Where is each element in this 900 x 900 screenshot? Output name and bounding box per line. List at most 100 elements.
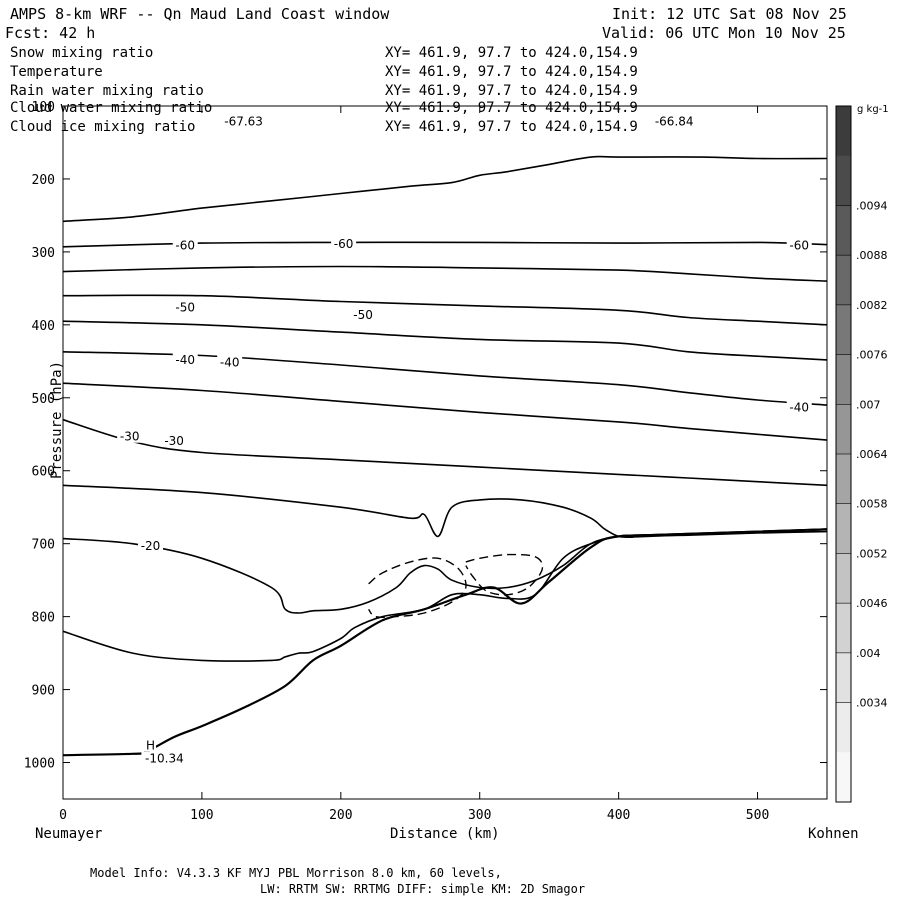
field-xy-rain: XY= 461.9, 97.7 to 424.0,154.9 [385,83,638,99]
isotherm-line [62,294,828,326]
cloud-ice-contour [368,557,467,618]
contour-label: H [146,738,155,752]
terrain-line [62,530,828,757]
colorbar-swatch [836,205,851,256]
colorbar-tick-label: .0064 [856,448,888,461]
colorbar-tick-label: .0088 [856,249,888,262]
isotherm-line [62,265,828,282]
colorbar-tick-label: .0046 [856,597,888,610]
colorbar-swatch [836,652,851,704]
x-endpoint-right: Kohnen [808,826,859,842]
colorbar-swatch [836,603,851,654]
isotherm-line [62,351,828,406]
model-info-line2: LW: RRTM SW: RRTMG DIFF: simple KM: 2D S… [260,882,585,896]
colorbar-tick-label: .004 [856,647,881,660]
valid-time: Valid: 06 UTC Mon 10 Nov 25 [602,24,846,42]
colorbar-swatch [836,255,851,306]
isotherm-line [62,484,828,539]
contour-label-background [786,238,812,252]
plot-frame [62,105,828,800]
colorbar-tick-label: .0076 [856,349,888,362]
field-xy-cloud-water: XY= 461.9, 97.7 to 424.0,154.9 [385,100,638,116]
field-name-temperature: Temperature [10,64,103,80]
contour-label: -20 [141,539,161,553]
field-name-cloud-ice: Cloud ice mixing ratio [10,119,195,135]
contour-label-background [220,114,267,128]
x-tick-label: 300 [468,808,491,823]
contour-label: -30 [164,434,184,448]
cloud-ice-contour [465,553,544,596]
plot-area: -67.63 -66.84 -60 -60 -60 -50 -50 -40 -40 -40 -30 -… [62,114,828,765]
isotherm-line [62,418,828,487]
contour-label-background [172,238,198,252]
x-tick-label: 0 [59,808,67,823]
y-tick-label: 200 [32,173,55,188]
colorbar-swatch [836,503,851,554]
contour-label-background [651,114,698,128]
contour-label-background [172,300,198,314]
y-tick-label: 900 [32,684,55,699]
colorbar-swatch [836,354,851,405]
contour-label: -60 [334,237,354,251]
init-time: Init: 12 UTC Sat 08 Nov 25 [612,5,847,23]
colorbar-tick-label: .0052 [856,547,888,560]
isotherm-line [62,320,828,361]
colorbar-swatch [836,752,851,803]
contour-label-background [172,353,198,367]
y-tick-label: 800 [32,611,55,626]
contour-label: -60 [789,239,809,253]
y-axis-label: Pressure (hPa) [49,361,65,479]
contour-label: -50 [175,301,195,315]
contour-label-background [161,434,187,448]
contour-label: -66.84 [655,115,694,129]
colorbar-swatch [836,553,851,604]
isotherm-line [62,241,828,248]
contour-label: -40 [175,353,195,367]
colorbar-swatch [836,155,851,206]
x-tick-label: 400 [607,808,630,823]
contour-label: -40 [789,401,809,415]
colorbar-swatch [836,106,851,157]
contour-label: -50 [353,308,373,322]
colorbar-tick-label: .007 [856,398,881,411]
contour-label: -10.34 [145,751,184,765]
field-legend: Snow mixing ratio XY= 461.9, 97.7 to 424… [10,45,638,135]
y-tick-label: 100 [32,100,55,115]
contour-label: -60 [175,239,195,253]
x-tick-label: 100 [190,808,213,823]
field-name-rain: Rain water mixing ratio [10,83,204,99]
contour-label: -67.63 [224,115,263,129]
field-xy-cloud-ice: XY= 461.9, 97.7 to 424.0,154.9 [385,119,638,135]
colorbar: .0094 .0088 .0082 .0076 .007 .0064 .0058 .0052.… [835,105,888,803]
isotherm-line [62,382,828,441]
colorbar-swatch [836,454,851,505]
figure-title: AMPS 8-km WRF -- Qn Maud Land Coast wind… [10,5,390,23]
y-tick-label: 300 [32,246,55,261]
colorbar-tick-label: .0082 [856,299,888,312]
x-endpoint-left: Neumayer [35,826,102,842]
field-xy-snow: XY= 461.9, 97.7 to 424.0,154.9 [385,45,638,61]
contour-label: -30 [120,430,140,444]
contour-label-background [117,429,143,443]
contour-label-background [217,355,243,369]
contour-label-background [350,307,376,321]
field-xy-temperature: XY= 461.9, 97.7 to 424.0,154.9 [385,64,638,80]
y-tick-label: 700 [32,538,55,553]
colorbar-unit: g kg-1 [857,104,889,115]
contour-label-background [141,751,188,765]
contour-label-background [331,237,357,251]
x-axis-label: Distance (km) [390,826,500,842]
field-name-cloud-water: Cloud water mixing ratio [10,100,212,116]
colorbar-tick-label: .0094 [856,199,888,212]
y-tick-label: 400 [32,319,55,334]
isotherm-line [62,155,828,223]
colorbar-tick-label: .0034 [856,697,888,710]
isotherm-line [62,528,828,614]
colorbar-swatch [836,702,851,753]
contour-label-background [786,400,812,414]
forecast-hour: Fcst: 42 h [5,24,95,42]
contour-label-background [145,738,157,752]
isotherm-line [62,528,828,662]
